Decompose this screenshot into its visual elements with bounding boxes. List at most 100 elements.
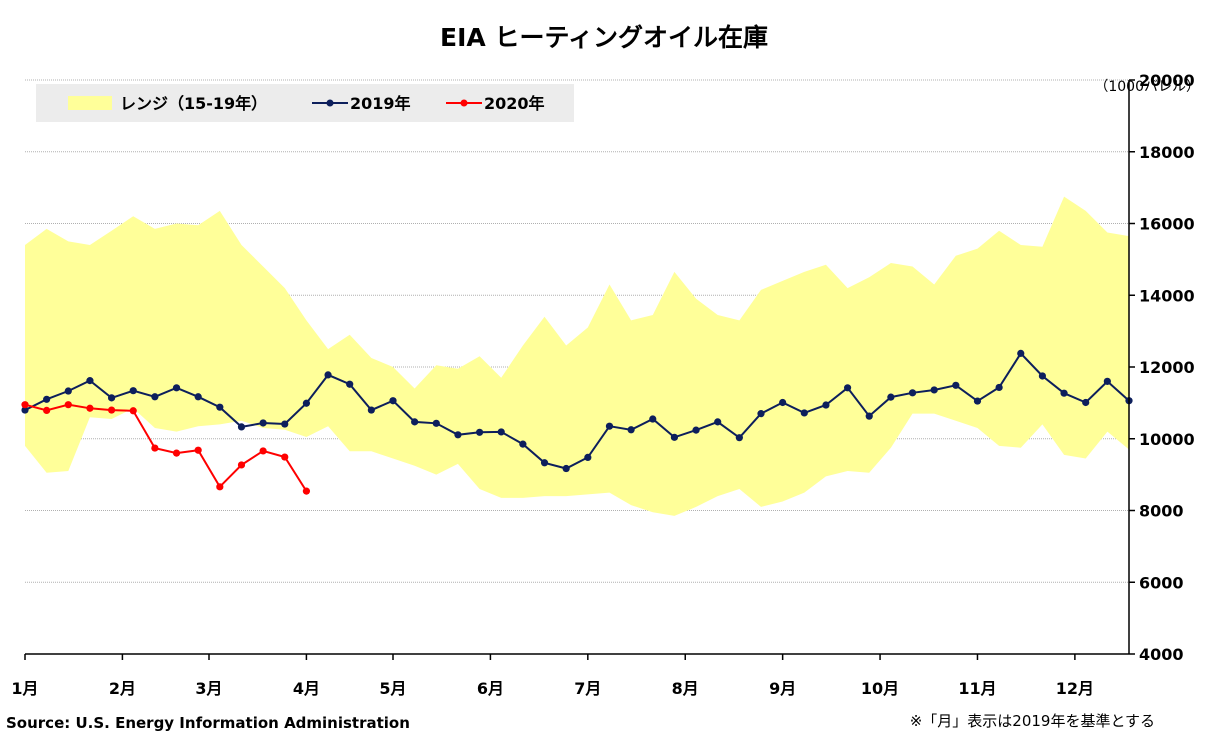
x-axis-ticks: 1月 2月 3月 4月 5月 6月 7月 8月 9月 10月 11月 12月 (11, 654, 1094, 698)
y-tick-label: 8000 (1139, 502, 1184, 521)
x-tick-label: 5月 (379, 679, 406, 698)
x-tick-label: 8月 (672, 679, 699, 698)
series-2019-line (24, 351, 1130, 470)
series-2020-point (194, 446, 202, 454)
legend-2019-label: 2019年 (350, 94, 411, 113)
x-tick-label: 12月 (1056, 679, 1094, 698)
x-tick-label: 11月 (958, 679, 996, 698)
series-2020-point (43, 406, 51, 415)
series-2019-point (237, 423, 246, 431)
series-2019-point (21, 406, 29, 414)
series-2019-point (411, 418, 419, 426)
y-tick-label: 14000 (1139, 286, 1195, 305)
series-2019-point (259, 419, 267, 427)
series-2020-line (24, 403, 308, 492)
legend-2019-marker (326, 99, 334, 107)
series-2019-point (843, 384, 852, 392)
series-2019-point (86, 377, 94, 385)
x-tick-label: 6月 (477, 679, 504, 698)
series-2019-point (454, 431, 462, 439)
x-tick-label: 1月 (11, 679, 38, 698)
series-2019-point (605, 422, 614, 430)
y-tick-label: 10000 (1139, 430, 1195, 449)
x-tick-label: 7月 (574, 679, 601, 698)
series-2019-point (887, 393, 895, 401)
legend-2020-label: 2020年 (484, 94, 545, 113)
y-axis-ticks: 4000 6000 8000 10000 12000 14000 16000 18000 200… (1129, 71, 1195, 664)
legend-range-swatch (68, 96, 112, 110)
series-2019-point (908, 389, 917, 397)
series-2020-point (172, 449, 181, 457)
series-2020-point (216, 483, 224, 491)
series-2019 (21, 349, 1133, 473)
y-axis-unit-label: （1000バレル） (1094, 79, 1200, 95)
chart-title: EIA ヒーティングオイル在庫 (440, 23, 768, 52)
series-2019-point (107, 394, 116, 402)
note-text: ※「月」表示は2019年を基準とする (910, 712, 1155, 730)
series-2019-point (1103, 377, 1111, 385)
series-2019-point (497, 428, 505, 436)
series-2019-point (43, 395, 51, 403)
series-2019-point (1082, 398, 1090, 407)
series-2019-point (952, 381, 960, 389)
series-layer (21, 349, 1133, 495)
series-2020-point (237, 461, 246, 469)
series-2019-point (973, 397, 982, 405)
legend-range-label: レンジ（15-19年） (120, 94, 267, 113)
series-2019-point (281, 420, 289, 428)
series-2019-point (800, 409, 808, 417)
series-2019-point (129, 387, 137, 395)
series-2019-point (1017, 349, 1025, 357)
series-2019-point (302, 399, 311, 407)
series-2019-point (735, 434, 743, 442)
series-2020-point (107, 406, 116, 414)
series-2019-point (216, 403, 224, 411)
series-2019-point (1038, 372, 1047, 380)
series-2019-point (194, 393, 202, 401)
series-2019-point (324, 371, 332, 379)
series-2019-point (432, 419, 440, 427)
series-2019-point (475, 428, 484, 436)
series-2019-point (389, 397, 397, 405)
series-2019-point (649, 415, 657, 423)
series-2020-point (21, 401, 29, 409)
series-2020-point (151, 444, 159, 452)
range-band-area (25, 196, 1129, 516)
series-2020-point (86, 404, 94, 412)
x-tick-label: 4月 (293, 679, 320, 698)
series-2019-point (584, 453, 592, 462)
series-2019-point (367, 406, 375, 414)
legend-background (36, 84, 574, 122)
y-tick-label: 20000 (1139, 71, 1195, 90)
series-2020 (21, 401, 311, 495)
series-2019-point (172, 384, 181, 392)
y-tick-label: 4000 (1139, 645, 1184, 664)
series-2019-point (779, 398, 787, 407)
x-tick-label: 3月 (195, 679, 222, 698)
series-2019-point (562, 464, 570, 473)
y-tick-label: 18000 (1139, 143, 1195, 162)
series-2019-point (1060, 389, 1068, 397)
x-tick-label: 10月 (861, 679, 899, 698)
series-2020-point (64, 401, 72, 409)
series-2019-point (540, 459, 549, 467)
series-2019-point (346, 380, 354, 388)
series-2019-point (865, 412, 873, 420)
y-tick-label: 12000 (1139, 358, 1195, 377)
series-2019-point (757, 410, 765, 418)
series-2019-point (670, 433, 679, 441)
series-2019-point (151, 393, 159, 401)
series-2020-point (281, 453, 289, 461)
x-tick-label: 9月 (769, 679, 796, 698)
series-2019-point (714, 418, 722, 426)
series-2020-point (259, 447, 267, 455)
legend: レンジ（15-19年） 2019年 2020年 (36, 84, 574, 122)
series-2019-point (995, 383, 1003, 392)
series-2020-point (302, 487, 311, 495)
series-2019-point (930, 386, 938, 394)
series-2019-point (519, 440, 527, 448)
series-2019-point (692, 426, 700, 434)
series-2019-point (64, 387, 72, 395)
x-tick-label: 2月 (109, 679, 136, 698)
